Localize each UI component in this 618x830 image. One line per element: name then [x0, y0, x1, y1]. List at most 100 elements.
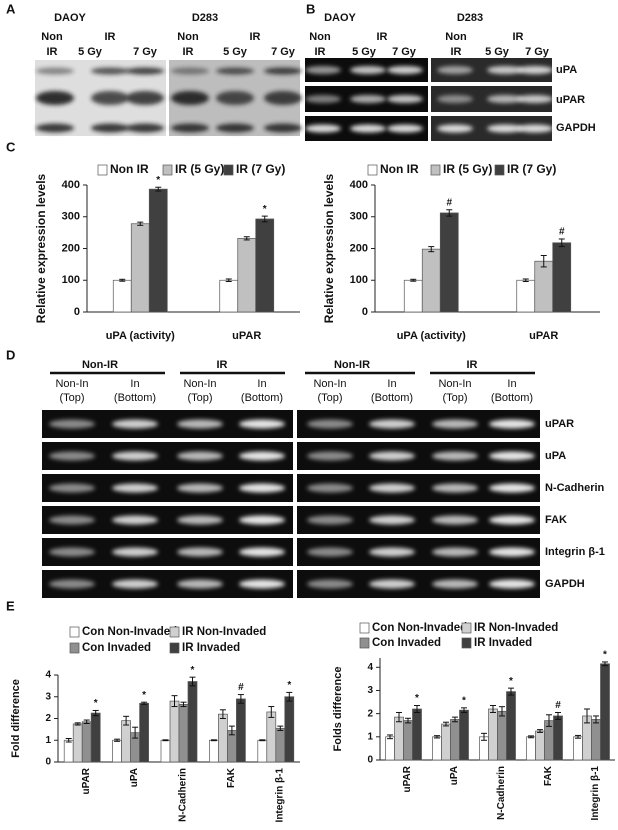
group-label: Non-IR — [334, 359, 370, 371]
row-label: GAPDH — [545, 578, 585, 590]
band — [305, 66, 341, 74]
band — [307, 547, 353, 557]
band — [126, 67, 164, 75]
lane-label: (Top) — [442, 392, 467, 404]
error-bar — [593, 715, 599, 724]
error-bar — [490, 705, 496, 713]
cell-line-label: D283 — [457, 12, 483, 24]
band — [369, 547, 415, 557]
band — [307, 483, 353, 493]
y-tick-label: 0 — [367, 755, 373, 766]
error-bar — [452, 716, 458, 723]
band — [487, 95, 523, 103]
band — [112, 451, 158, 461]
significance-mark: * — [415, 693, 419, 704]
band — [112, 579, 158, 589]
error-bar — [228, 725, 235, 736]
error-bar — [155, 186, 162, 192]
band — [171, 91, 209, 105]
y-tick-label: 200 — [62, 242, 80, 254]
bar — [516, 279, 536, 313]
legend-swatch — [461, 622, 472, 634]
band — [264, 91, 302, 105]
legend-label: Con Non-Invaded — [372, 622, 467, 634]
band — [177, 451, 223, 461]
y-tick-label: 100 — [62, 274, 80, 286]
legend-label: Non IR — [380, 162, 419, 176]
error-bar — [65, 738, 72, 743]
band — [487, 66, 523, 74]
error-bar — [481, 732, 487, 741]
band — [517, 66, 553, 74]
band — [305, 124, 341, 133]
band — [307, 419, 353, 429]
band — [36, 67, 74, 75]
legend-label: IR Non-Invaded — [474, 622, 558, 634]
y-tick-label: 0 — [45, 757, 51, 768]
bar — [497, 710, 507, 761]
band — [216, 91, 254, 105]
group-label: IR — [467, 359, 478, 371]
bar — [403, 720, 413, 761]
significance-mark: * — [509, 676, 513, 687]
bar — [121, 720, 131, 763]
row-label: uPAR — [556, 94, 585, 106]
error-bar — [189, 676, 196, 687]
bar — [488, 708, 498, 761]
bar — [403, 279, 423, 313]
x-tick-label: uPA — [449, 766, 460, 785]
bar — [534, 260, 554, 313]
bar — [412, 708, 422, 761]
error-bar — [414, 705, 420, 713]
legend-swatch — [162, 164, 173, 176]
legend-label: IR (5 Gy) — [443, 162, 492, 176]
error-bar — [405, 717, 411, 724]
y-tick-label: 3 — [45, 691, 51, 702]
lane-label: (Bottom) — [371, 392, 413, 404]
x-tick-label: Integrin β-1 — [590, 766, 601, 821]
lane-label: (Top) — [59, 392, 84, 404]
error-bar — [396, 711, 402, 723]
band — [517, 95, 553, 103]
significance-mark: # — [446, 197, 452, 208]
row-label: FAK — [545, 514, 567, 526]
y-tick-label: 300 — [62, 211, 80, 223]
bar — [218, 713, 228, 763]
y-tick-label: 4 — [367, 662, 373, 673]
band — [307, 579, 353, 589]
lane-label: In — [130, 378, 139, 390]
y-tick-label: 0 — [74, 306, 80, 318]
y-tick-label: 400 — [62, 179, 80, 191]
bar — [526, 736, 536, 761]
condition-label: 7 Gy — [133, 46, 158, 58]
band — [487, 124, 523, 133]
band — [369, 419, 415, 429]
band — [239, 547, 285, 557]
legend-label: IR Non-Invaded — [182, 626, 266, 638]
lane-label: (Bottom) — [241, 392, 283, 404]
error-bar — [219, 709, 226, 719]
band — [171, 67, 209, 75]
error-bar — [428, 246, 435, 253]
band — [239, 419, 285, 429]
band — [112, 515, 158, 525]
error-bar — [83, 719, 90, 725]
significance-mark: # — [238, 682, 244, 693]
band — [239, 515, 285, 525]
bar — [394, 716, 404, 761]
row-label: uPAR — [545, 418, 574, 430]
bar — [552, 242, 572, 313]
bar — [148, 188, 168, 313]
band — [112, 483, 158, 493]
legend-label: Con Invaded — [82, 642, 151, 654]
y-tick-label: 300 — [350, 211, 368, 223]
band — [216, 67, 254, 75]
error-bar — [434, 735, 440, 739]
legend-label: IR Invaded — [474, 637, 532, 649]
y-tick-label: 2 — [45, 713, 51, 724]
y-tick-label: 2 — [367, 708, 373, 719]
band — [307, 451, 353, 461]
error-bar — [225, 278, 232, 283]
band — [49, 483, 95, 493]
